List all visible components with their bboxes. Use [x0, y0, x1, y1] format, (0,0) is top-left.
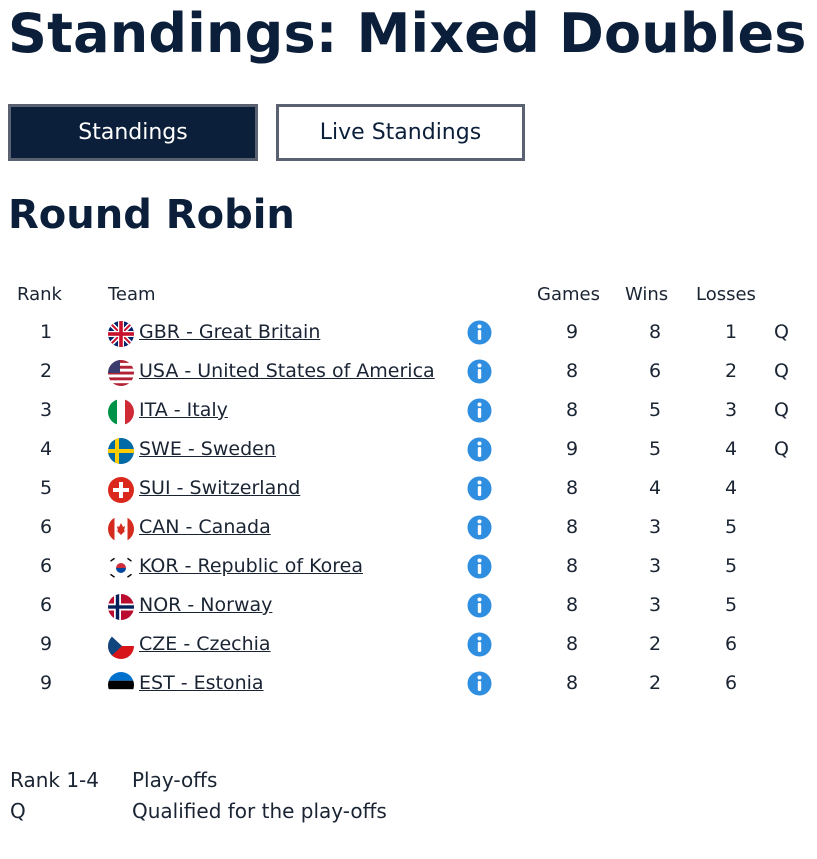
losses-cell: 2 [724, 360, 738, 382]
team-link[interactable]: ITA - Italy [139, 399, 228, 421]
team-link[interactable]: SWE - Sweden [139, 438, 276, 460]
header-wins: Wins [625, 284, 669, 305]
header-team: Team [108, 284, 156, 305]
table-row: 6 CAN - Canada 8 3 5 [0, 510, 817, 549]
games-cell: 8 [565, 516, 579, 538]
nor-flag-icon [108, 594, 134, 620]
kor-flag-icon [108, 555, 134, 581]
tab-standings-label: Standings [78, 120, 188, 145]
swe-flag-icon [108, 438, 134, 464]
games-cell: 9 [565, 321, 579, 343]
wins-cell: 2 [648, 672, 662, 694]
cze-flag-icon [108, 633, 134, 659]
team-link[interactable]: CAN - Canada [139, 516, 271, 538]
info-icon[interactable] [467, 359, 492, 384]
qualified-marker: Q [774, 360, 789, 382]
losses-cell: 3 [724, 399, 738, 421]
info-icon[interactable] [467, 593, 492, 618]
table-row: 5 SUI - Switzerland 8 4 4 [0, 471, 817, 510]
est-flag-icon [108, 672, 134, 698]
rank-cell: 9 [39, 633, 53, 655]
rank-cell: 2 [39, 360, 53, 382]
info-icon[interactable] [467, 671, 492, 696]
team-link[interactable]: EST - Estonia [139, 672, 264, 694]
team-link[interactable]: USA - United States of America [139, 360, 435, 382]
ita-flag-icon [108, 399, 134, 425]
table-row: 9 EST - Estonia 8 2 6 [0, 666, 817, 705]
qualified-marker: Q [774, 438, 789, 460]
info-icon[interactable] [467, 476, 492, 501]
rank-cell: 9 [39, 672, 53, 694]
rank-cell: 6 [39, 555, 53, 577]
losses-cell: 4 [724, 438, 738, 460]
legend-key: Rank 1-4 [10, 768, 99, 792]
wins-cell: 6 [648, 360, 662, 382]
rank-cell: 3 [39, 399, 53, 421]
legend-value: Play-offs [132, 768, 218, 792]
games-cell: 8 [565, 360, 579, 382]
rank-cell: 5 [39, 477, 53, 499]
tab-standings[interactable]: Standings [8, 104, 258, 161]
games-cell: 8 [565, 594, 579, 616]
tab-live-standings-label: Live Standings [319, 120, 482, 145]
losses-cell: 6 [724, 672, 738, 694]
wins-cell: 8 [648, 321, 662, 343]
team-link[interactable]: KOR - Republic of Korea [139, 555, 363, 577]
can-flag-icon [108, 516, 134, 542]
info-icon[interactable] [467, 632, 492, 657]
tab-live-standings[interactable]: Live Standings [276, 104, 525, 161]
losses-cell: 4 [724, 477, 738, 499]
qualified-marker: Q [774, 321, 789, 343]
rank-cell: 6 [39, 516, 53, 538]
table-row: 1 GBR - Great Britain 9 8 1 Q [0, 315, 817, 354]
header-rank: Rank [17, 284, 62, 305]
qualified-marker: Q [774, 399, 789, 421]
header-games: Games [537, 284, 600, 305]
games-cell: 8 [565, 633, 579, 655]
games-cell: 8 [565, 399, 579, 421]
section-title: Round Robin [8, 192, 295, 238]
rank-cell: 4 [39, 438, 53, 460]
table-row: 4 SWE - Sweden 9 5 4 Q [0, 432, 817, 471]
rank-cell: 6 [39, 594, 53, 616]
wins-cell: 3 [648, 594, 662, 616]
usa-flag-icon [108, 360, 134, 386]
info-icon[interactable] [467, 320, 492, 345]
table-row: 2 USA - United States of America 8 6 2 Q [0, 354, 817, 393]
losses-cell: 5 [724, 555, 738, 577]
games-cell: 8 [565, 672, 579, 694]
games-cell: 8 [565, 555, 579, 577]
info-icon[interactable] [467, 515, 492, 540]
info-icon[interactable] [467, 437, 492, 462]
table-row: 3 ITA - Italy 8 5 3 Q [0, 393, 817, 432]
wins-cell: 3 [648, 555, 662, 577]
table-row: 6 KOR - Republic of Korea 8 3 5 [0, 549, 817, 588]
team-link[interactable]: CZE - Czechia [139, 633, 271, 655]
team-link[interactable]: SUI - Switzerland [139, 477, 301, 499]
losses-cell: 6 [724, 633, 738, 655]
team-link[interactable]: GBR - Great Britain [139, 321, 321, 343]
games-cell: 9 [565, 438, 579, 460]
legend-value: Qualified for the play-offs [132, 799, 387, 823]
games-cell: 8 [565, 477, 579, 499]
losses-cell: 5 [724, 516, 738, 538]
team-link[interactable]: NOR - Norway [139, 594, 273, 616]
wins-cell: 3 [648, 516, 662, 538]
rank-cell: 1 [39, 321, 53, 343]
gbr-flag-icon [108, 321, 134, 347]
wins-cell: 5 [648, 438, 662, 460]
table-row: 9 CZE - Czechia 8 2 6 [0, 627, 817, 666]
legend-key: Q [10, 799, 26, 823]
table-row: 6 NOR - Norway 8 3 5 [0, 588, 817, 627]
wins-cell: 4 [648, 477, 662, 499]
wins-cell: 5 [648, 399, 662, 421]
info-icon[interactable] [467, 398, 492, 423]
losses-cell: 1 [724, 321, 738, 343]
info-icon[interactable] [467, 554, 492, 579]
losses-cell: 5 [724, 594, 738, 616]
sui-flag-icon [108, 477, 134, 503]
header-losses: Losses [696, 284, 756, 305]
wins-cell: 2 [648, 633, 662, 655]
page-title: Standings: Mixed Doubles [8, 2, 807, 65]
